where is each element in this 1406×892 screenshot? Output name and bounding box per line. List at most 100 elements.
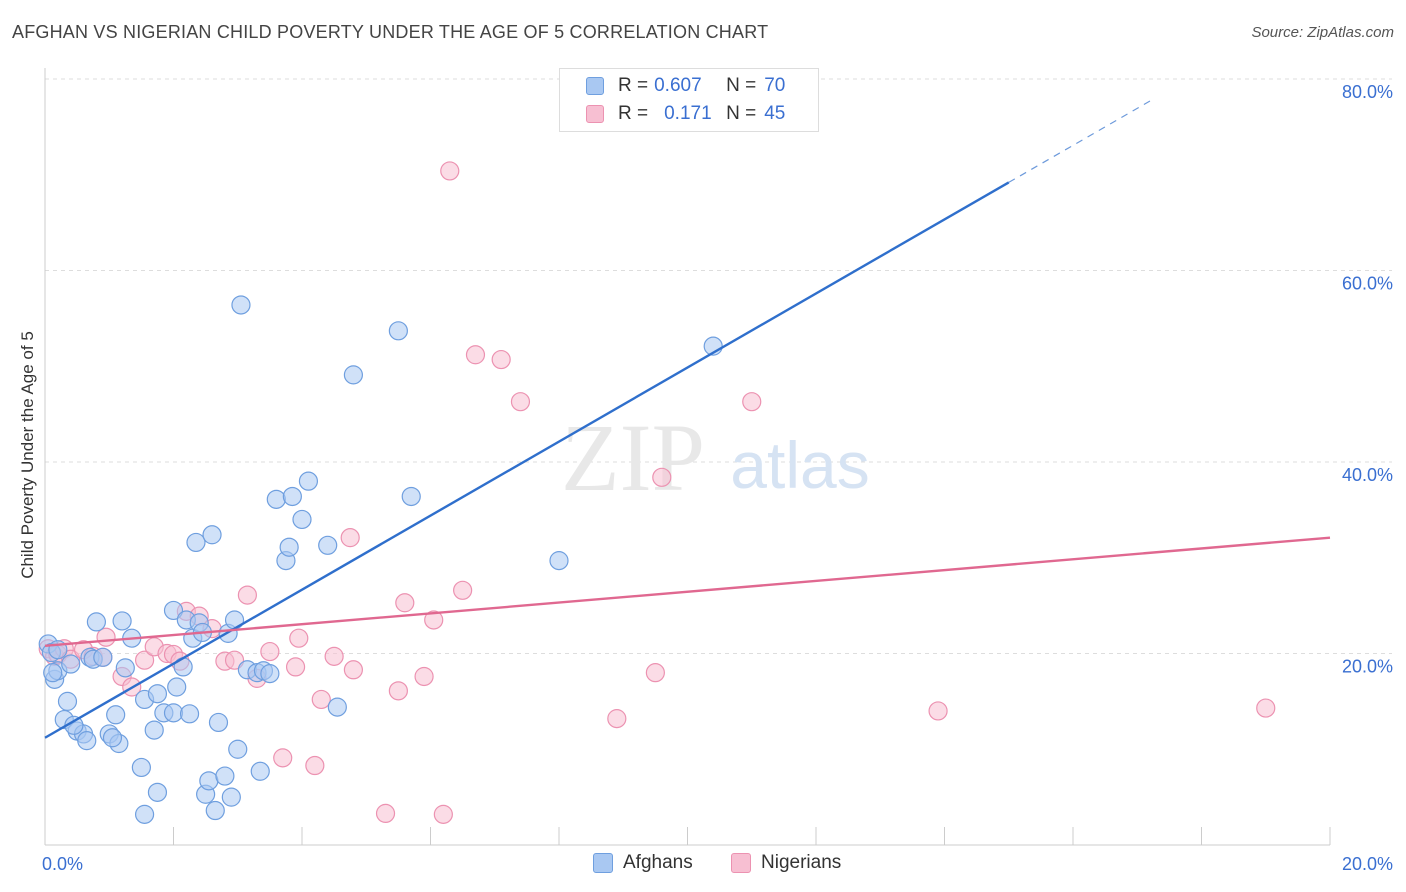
nigerian-point — [453, 580, 473, 600]
axes — [44, 68, 1331, 846]
nigerian-point — [340, 528, 360, 548]
nigerian-point — [324, 646, 344, 666]
afghan-point — [115, 658, 135, 678]
legend-label-nigerians: Nigerians — [761, 852, 842, 873]
nigerian-point — [311, 689, 331, 710]
afghan-point — [86, 612, 107, 632]
nigerian-point — [134, 650, 155, 670]
legend-row-nigerians: R = 0.171 N = 45 — [586, 103, 785, 125]
nigerian-point — [742, 392, 762, 412]
nigerian-point — [928, 701, 948, 721]
y-tick-label: 40.0% — [1342, 465, 1393, 485]
legend-row-afghans: R = 0.607 N = 70 — [586, 75, 785, 97]
x-tick-label: 0.0% — [42, 854, 83, 874]
watermark: ZIP atlas — [561, 404, 870, 511]
afghan-point — [167, 677, 187, 697]
source-credit: Source: ZipAtlas.com — [1251, 24, 1394, 41]
afghan-point — [401, 486, 421, 507]
afghan-trend-line — [44, 181, 1010, 739]
legend-r-value: 0.607 — [654, 75, 702, 96]
y-tick-labels: 20.0% 40.0% 60.0% 80.0% — [1342, 82, 1393, 677]
legend-n-label: N = — [726, 75, 757, 96]
legend-n-label: N = — [726, 103, 757, 124]
afghan-point — [163, 600, 184, 621]
afghan-point — [327, 697, 347, 717]
nigerian-point — [395, 593, 415, 613]
watermark-zip: ZIP — [561, 404, 705, 511]
afghan-point — [199, 771, 219, 791]
nigerian-point — [491, 349, 511, 370]
afghan-point — [298, 471, 319, 491]
chart-title: AFGHAN VS NIGERIAN CHILD POVERTY UNDER T… — [12, 22, 769, 42]
afghan-point — [106, 705, 126, 725]
afghan-point — [282, 486, 302, 507]
nigerian-point — [510, 392, 531, 412]
afghan-point — [163, 703, 184, 723]
trend-lines — [44, 100, 1331, 739]
legend-swatch-afghans — [586, 77, 604, 95]
afghan-point — [231, 295, 251, 315]
afghan-point — [228, 739, 248, 759]
afghan-point — [112, 611, 132, 631]
afghan-trend-extension — [1008, 100, 1151, 183]
nigerian-point — [260, 641, 280, 662]
nigerian-point — [440, 161, 460, 181]
afghan-point — [266, 489, 286, 509]
nigerian-point — [273, 748, 293, 768]
afghan-point — [61, 654, 81, 674]
legend-swatch-nigerians — [586, 105, 604, 123]
y-tick-label: 80.0% — [1342, 82, 1393, 102]
y-axis-label: Child Poverty Under the Age of 5 — [18, 331, 37, 579]
nigerian-point — [237, 585, 257, 605]
legend-item-nigerians: Nigerians — [731, 852, 841, 874]
afghan-point — [202, 525, 222, 545]
legend-r-label: R = — [618, 75, 649, 96]
afghan-point — [260, 664, 280, 684]
afghan-point — [102, 728, 123, 748]
afghan-point — [57, 691, 78, 711]
nigerian-point — [375, 803, 396, 824]
afghan-point — [221, 787, 241, 807]
nigerian-point — [424, 610, 444, 630]
nigerian-point — [224, 650, 245, 670]
nigerian-point — [433, 804, 453, 824]
nigerian-point — [343, 660, 363, 680]
data-points — [38, 161, 1276, 824]
legend-label-afghans: Afghans — [623, 852, 693, 873]
afghan-point — [549, 551, 569, 571]
nigerian-point — [1256, 698, 1276, 718]
nigerian-point — [465, 345, 486, 365]
afghan-point — [77, 731, 97, 751]
nigerian-point — [414, 666, 434, 687]
afghan-point — [215, 766, 235, 786]
nigerian-point — [652, 467, 672, 487]
legend-r-label: R = — [618, 103, 649, 124]
afghan-point — [131, 757, 151, 778]
x-tick-label: 20.0% — [1342, 854, 1393, 874]
stats-legend: R = 0.607 N = 70 R = 0.171 N = 45 — [559, 68, 819, 132]
afghan-point — [318, 535, 338, 555]
legend-swatch-afghans — [593, 853, 613, 873]
y-tick-label: 60.0% — [1342, 274, 1393, 294]
nigerian-point — [607, 709, 627, 729]
nigerian-point — [96, 627, 116, 647]
nigerian-point — [645, 663, 665, 683]
afghan-point — [250, 761, 270, 781]
legend-swatch-nigerians — [731, 853, 751, 873]
y-tick-label: 20.0% — [1342, 657, 1393, 677]
afghan-point — [147, 684, 168, 704]
afghan-point — [93, 647, 113, 667]
afghan-point — [205, 800, 225, 821]
grid-lines — [45, 78, 1392, 654]
legend-r-value: 0.171 — [664, 103, 712, 124]
nigerian-point — [388, 681, 408, 701]
x-tick-labels: 0.0% 20.0% — [42, 854, 1393, 874]
afghan-point — [208, 712, 229, 733]
afghan-point — [292, 509, 312, 530]
series-legend: Afghans Nigerians — [0, 852, 1406, 876]
afghan-point — [179, 704, 200, 724]
afghan-point — [388, 321, 408, 341]
afghan-point — [147, 782, 168, 802]
nigerian-point — [289, 628, 309, 648]
